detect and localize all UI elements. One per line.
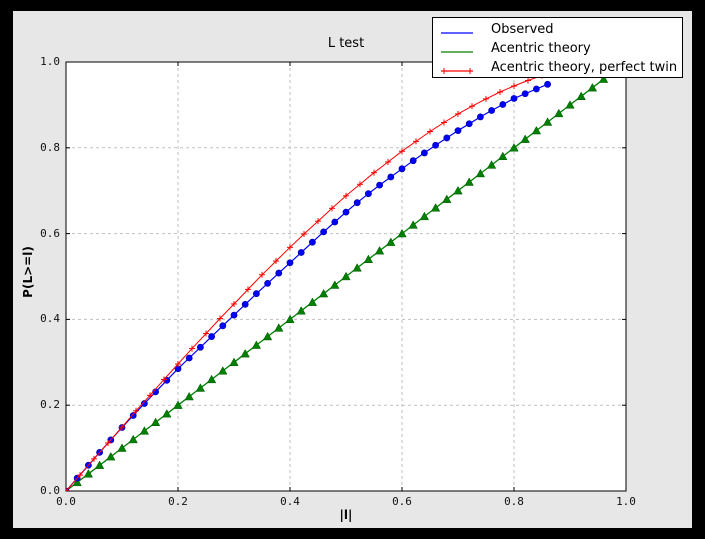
legend-label: Acentric theory [491,41,591,56]
y-tick-label: 1.0 [40,55,60,68]
figure: L test |l| P(L>=l) Observed Acentric the… [13,11,692,528]
x-tick-label: 0.4 [280,495,300,508]
x-tick-label: 0.2 [168,495,188,508]
y-tick-label: 0.2 [40,398,60,412]
x-tick-label: 0.0 [56,495,76,508]
x-tick-label: 1.0 [616,495,636,508]
y-tick-label: 0.4 [40,312,60,326]
legend-line-sample-red [439,62,475,74]
legend-label: Observed [491,22,554,37]
legend-entry-perfect-twin: Acentric theory, perfect twin [433,58,682,77]
legend-label: Acentric theory, perfect twin [491,60,678,75]
x-tick-label: 0.8 [504,495,524,508]
y-tick-label: 0.8 [40,140,60,154]
y-axis-label: P(L>=l) [21,246,35,298]
legend-line-sample-blue [439,24,475,36]
y-tick-label: 0.6 [40,226,60,240]
y-tick-label: 0.0 [40,484,60,497]
x-tick-label: 0.6 [392,495,412,508]
legend-entry-acentric-theory: Acentric theory [433,39,682,58]
legend-entry-observed: Observed [433,20,682,39]
legend: Observed Acentric theory Acentric theory… [432,17,683,78]
x-axis-label: |l| [339,508,353,522]
chart-title: L test [327,36,365,51]
legend-line-sample-green [439,43,475,55]
plot-canvas [65,61,627,492]
